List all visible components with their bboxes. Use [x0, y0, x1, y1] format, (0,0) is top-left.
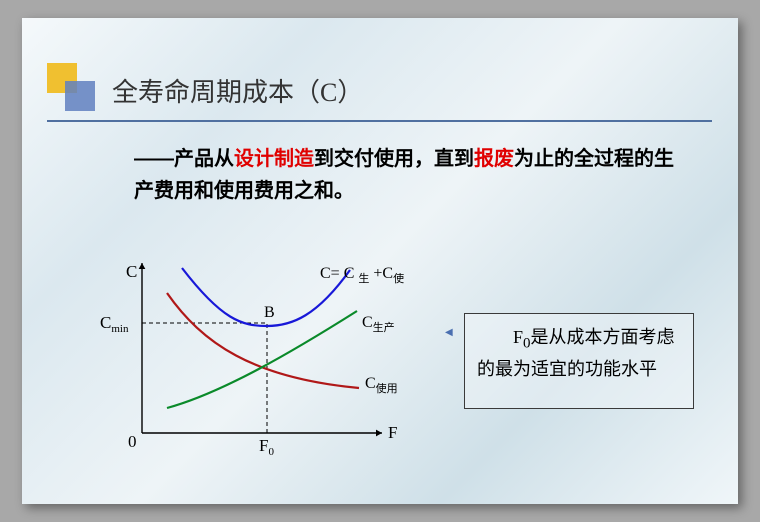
svg-text:C生产: C生产	[362, 314, 395, 334]
body-pre: ——产品从	[134, 148, 234, 170]
title-bar: 全寿命周期成本（C）	[47, 63, 363, 118]
note-pre: F	[513, 327, 523, 347]
body-em1: 设计制造	[234, 148, 314, 170]
note-sub: 0	[523, 336, 531, 352]
svg-text:B: B	[264, 304, 275, 321]
slide: 全寿命周期成本（C） ——产品从设计制造到交付使用，直到报废为止的全过程的生产费…	[22, 18, 738, 504]
body-text: ——产品从设计制造到交付使用，直到报废为止的全过程的生产费用和使用费用之和。	[134, 143, 679, 207]
body-mid: 到交付使用，直到	[314, 148, 474, 170]
note-arrow-icon: ◀	[445, 327, 453, 338]
svg-text:F: F	[388, 423, 397, 442]
slide-title: 全寿命周期成本（C）	[112, 72, 363, 109]
svg-text:F0: F0	[259, 436, 274, 458]
note-post: 是从成本方面考虑的最为适宜的功能水平	[477, 327, 675, 379]
svg-text:0: 0	[128, 432, 137, 451]
title-underline	[47, 120, 712, 122]
svg-text:C使用: C使用	[365, 375, 398, 395]
body-em2: 报废	[474, 148, 514, 170]
cost-chart-svg: CF0CminF0BC= C 生 +C使C生产C使用	[92, 248, 422, 458]
title-icon	[47, 63, 102, 118]
cost-chart: CF0CminF0BC= C 生 +C使C生产C使用	[92, 248, 422, 458]
svg-text:Cmin: Cmin	[100, 313, 129, 335]
icon-square-blue	[65, 81, 95, 111]
svg-text:C: C	[126, 262, 137, 281]
note-box: F0是从成本方面考虑的最为适宜的功能水平	[464, 313, 694, 409]
svg-text:C= C 生 +C使: C= C 生 +C使	[320, 265, 404, 285]
